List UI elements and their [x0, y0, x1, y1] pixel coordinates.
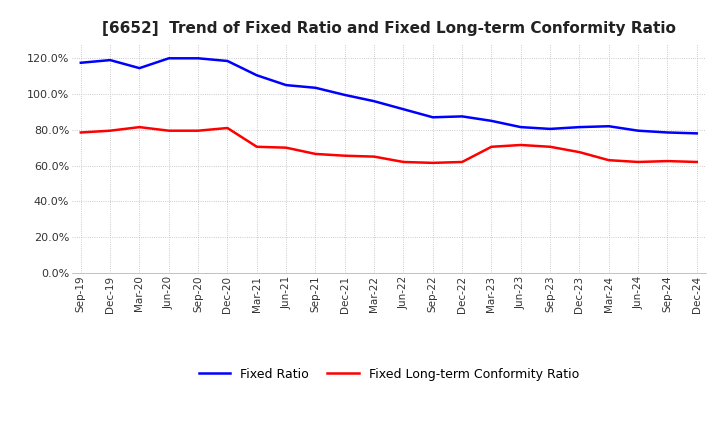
Fixed Ratio: [370, 99, 379, 104]
Fixed Ratio: [341, 92, 349, 98]
Fixed Ratio: [253, 73, 261, 78]
Fixed Long-term Conformity Ratio: [370, 154, 379, 159]
Fixed Ratio: [428, 115, 437, 120]
Fixed Long-term Conformity Ratio: [253, 144, 261, 150]
Fixed Long-term Conformity Ratio: [282, 145, 290, 150]
Fixed Ratio: [575, 125, 584, 130]
Fixed Long-term Conformity Ratio: [223, 125, 232, 131]
Fixed Long-term Conformity Ratio: [428, 160, 437, 165]
Line: Fixed Ratio: Fixed Ratio: [81, 58, 697, 133]
Fixed Ratio: [164, 55, 173, 61]
Fixed Long-term Conformity Ratio: [516, 143, 525, 148]
Fixed Ratio: [693, 131, 701, 136]
Fixed Long-term Conformity Ratio: [106, 128, 114, 133]
Fixed Long-term Conformity Ratio: [76, 130, 85, 135]
Fixed Long-term Conformity Ratio: [605, 158, 613, 163]
Fixed Ratio: [223, 59, 232, 64]
Fixed Long-term Conformity Ratio: [693, 159, 701, 165]
Fixed Long-term Conformity Ratio: [487, 144, 496, 150]
Fixed Ratio: [311, 85, 320, 91]
Fixed Ratio: [663, 130, 672, 135]
Title: [6652]  Trend of Fixed Ratio and Fixed Long-term Conformity Ratio: [6652] Trend of Fixed Ratio and Fixed Lo…: [102, 21, 676, 36]
Fixed Long-term Conformity Ratio: [458, 159, 467, 165]
Fixed Long-term Conformity Ratio: [194, 128, 202, 133]
Fixed Ratio: [106, 58, 114, 63]
Fixed Long-term Conformity Ratio: [341, 153, 349, 158]
Fixed Ratio: [458, 114, 467, 119]
Fixed Ratio: [605, 124, 613, 129]
Fixed Ratio: [634, 128, 642, 133]
Fixed Ratio: [399, 106, 408, 112]
Fixed Long-term Conformity Ratio: [311, 151, 320, 157]
Legend: Fixed Ratio, Fixed Long-term Conformity Ratio: Fixed Ratio, Fixed Long-term Conformity …: [194, 363, 584, 385]
Fixed Long-term Conformity Ratio: [164, 128, 173, 133]
Fixed Ratio: [516, 125, 525, 130]
Fixed Ratio: [487, 118, 496, 124]
Fixed Ratio: [76, 60, 85, 66]
Fixed Ratio: [546, 126, 554, 132]
Fixed Ratio: [194, 55, 202, 61]
Fixed Long-term Conformity Ratio: [663, 158, 672, 164]
Line: Fixed Long-term Conformity Ratio: Fixed Long-term Conformity Ratio: [81, 127, 697, 163]
Fixed Long-term Conformity Ratio: [634, 159, 642, 165]
Fixed Long-term Conformity Ratio: [399, 159, 408, 165]
Fixed Long-term Conformity Ratio: [575, 150, 584, 155]
Fixed Long-term Conformity Ratio: [546, 144, 554, 150]
Fixed Long-term Conformity Ratio: [135, 125, 144, 130]
Fixed Ratio: [135, 66, 144, 71]
Fixed Ratio: [282, 82, 290, 88]
